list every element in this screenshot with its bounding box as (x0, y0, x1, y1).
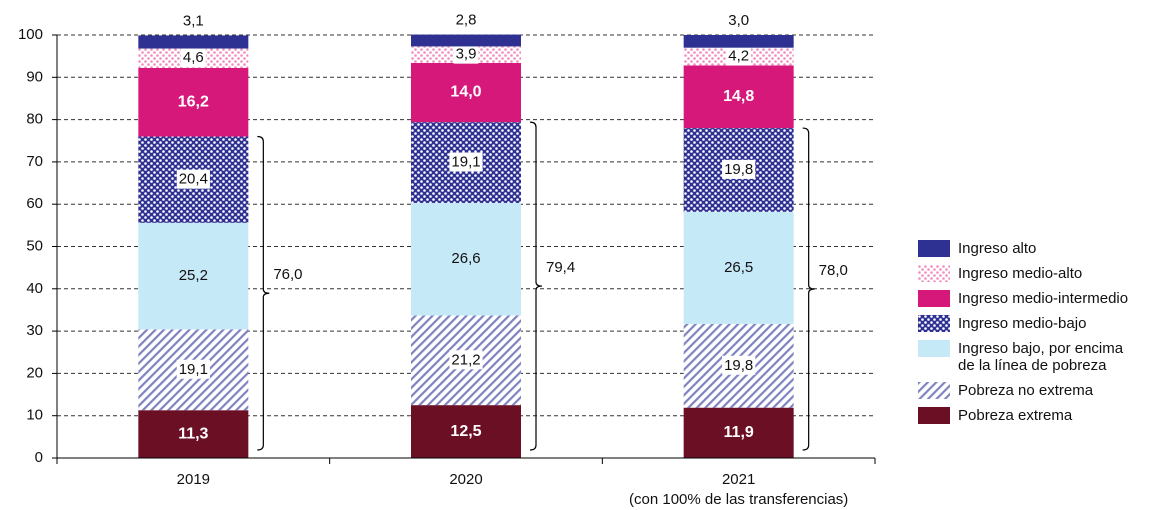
value-label: 11,3 (178, 425, 208, 442)
y-tick-label: 70 (26, 153, 43, 170)
y-tick-label: 90 (26, 68, 43, 85)
y-tick-label: 20 (26, 364, 43, 381)
y-tick-label: 60 (26, 195, 43, 212)
value-label: 19,1 (179, 361, 208, 378)
label-background (726, 46, 752, 66)
bar-segment (138, 222, 249, 330)
bracket-label: 78,0 (819, 262, 848, 279)
value-label: 3,0 (728, 12, 749, 29)
bracket-label: 76,0 (273, 266, 302, 283)
legend-swatch (918, 407, 950, 424)
x-tick-label: 2020 (449, 471, 482, 488)
value-label: 3,1 (183, 12, 204, 29)
legend-item: Pobreza no extrema (918, 382, 1163, 399)
value-label: 20,4 (179, 171, 208, 188)
legend-label: Pobreza no extrema (958, 382, 1094, 399)
bracket-label: 79,4 (546, 259, 575, 276)
y-tick-label: 10 (26, 407, 43, 424)
legend-item: Ingreso medio-alto (918, 265, 1163, 282)
legend-label: Ingreso medio-alto (958, 265, 1083, 282)
label-background (176, 169, 210, 189)
bracket (257, 135, 270, 451)
y-tick-label: 30 (26, 322, 43, 339)
legend-label: Ingreso alto (958, 240, 1037, 257)
label-background (176, 359, 210, 379)
x-tick-sublabel: (con 100% de las transferencias) (629, 491, 848, 508)
bar-segment (683, 65, 794, 129)
value-label: 12,5 (450, 423, 481, 440)
value-label: 11,9 (724, 424, 754, 441)
chart: 0 10 20 30 40 50 60 70 80 90 100 11,3 19,1 25,2 20,4 16… (18, 12, 876, 508)
x-tick-label: 2021 (722, 471, 755, 488)
x-tick-label: 2019 (177, 471, 210, 488)
bar-segment (683, 211, 794, 324)
label-background (449, 350, 483, 370)
legend-label: Ingreso medio-bajo (958, 315, 1087, 332)
value-label: 14,8 (723, 88, 754, 105)
legend-item: Ingreso bajo, por encima de la línea de … (918, 340, 1163, 374)
bar-segment (138, 410, 249, 458)
y-tick-label: 50 (26, 237, 43, 254)
legend-item: Pobreza extrema (918, 407, 1163, 424)
value-label: 21,2 (451, 351, 480, 368)
value-label: 16,2 (178, 93, 209, 110)
label-background (449, 152, 483, 172)
value-label: 19,8 (724, 357, 753, 374)
bar-segment (411, 202, 521, 316)
value-label: 19,1 (451, 154, 480, 171)
bar-segment (138, 35, 249, 49)
y-tick-label: 40 (26, 280, 43, 297)
bar-segment (411, 405, 521, 458)
legend: Ingreso alto Ingreso medio-alto Ingreso me… (918, 240, 1163, 424)
bar-segment (411, 34, 521, 47)
value-label: 26,5 (724, 259, 753, 276)
value-label: 2,8 (456, 12, 477, 29)
y-tick-label: 100 (18, 26, 43, 43)
label-background (180, 48, 206, 68)
legend-label: Ingreso medio-intermedio (958, 290, 1129, 307)
legend-swatch (918, 382, 950, 399)
value-label: 26,6 (451, 250, 480, 267)
legend-label: Ingreso bajo, por encima de la línea de … (958, 340, 1124, 374)
legend-label: Pobreza extrema (958, 407, 1073, 424)
bar-segment (683, 407, 794, 458)
label-background (453, 44, 479, 64)
legend-swatch (918, 290, 950, 307)
value-label: 19,8 (724, 161, 753, 178)
value-label: 3,9 (456, 46, 477, 63)
legend-swatch (918, 265, 950, 282)
bar-segment (683, 35, 794, 48)
label-background (722, 355, 756, 375)
label-background (722, 159, 756, 179)
bar-segment (411, 62, 521, 123)
value-label: 4,2 (728, 48, 749, 65)
value-label: 14,0 (450, 84, 481, 101)
y-tick-label: 80 (26, 111, 43, 128)
bracket (529, 121, 543, 451)
bar-segment (138, 67, 249, 137)
legend-swatch (918, 340, 950, 357)
legend-item: Ingreso medio-intermedio (918, 290, 1163, 307)
legend-swatch (918, 240, 950, 257)
legend-swatch (918, 315, 950, 332)
value-label: 25,2 (179, 267, 208, 284)
legend-item: Ingreso medio-bajo (918, 315, 1163, 332)
legend-item: Ingreso alto (918, 240, 1163, 257)
y-tick-label: 0 (35, 449, 43, 466)
value-label: 4,6 (183, 49, 204, 66)
